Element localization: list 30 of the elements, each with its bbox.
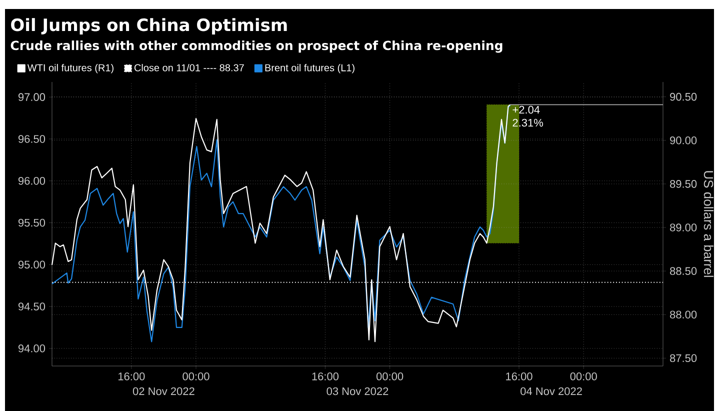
y2-tick-label: 87.50 [670,354,697,362]
legend-label: Close on 11/01 ---- 88.37 [134,64,244,72]
band-label: +2.04 2.31% [512,106,544,127]
text: 04 Nov 2022 [520,387,582,396]
y2-axis-title: US dollars a barrel [704,171,714,277]
y-tick-label: 94.50 [18,302,46,310]
x-tick-label: 00:00 [182,372,210,380]
y2-tick-label: 88.50 [670,267,697,275]
y-tick-label: 97.00 [18,93,46,101]
y-tick-label: 96.00 [18,176,46,185]
y2-tick-label: 90.00 [670,136,697,144]
x-tick-label: 16:00 [506,372,532,380]
y2-tick-label: 89.00 [670,224,697,232]
y-tick-label: 95.50 [18,218,46,227]
chart-subtitle: Crude rallies with other commodities on prospect of China re-opening [10,40,502,53]
chart-title: Oil Jumps on China Optimism [11,18,287,35]
y-tick-label: 96.50 [18,135,46,143]
text: 03 Nov 2022 [326,387,388,396]
x-tick-label: 00:00 [376,372,404,380]
legend-label: WTI oil futures (R1) [27,64,114,74]
y-tick-label: 94.00 [18,344,46,352]
y2-tick-label: 88.00 [670,310,697,318]
y2-tick-label: 89.50 [670,180,697,188]
x-tick-label: 16:00 [118,372,145,380]
y2-tick-label: 90.50 [670,92,697,101]
x-tick-label: 00:00 [570,372,597,380]
x-tick-label: 16:00 [312,372,339,380]
y-tick-label: 95.00 [18,260,46,269]
legend-label: Brent oil futures (L1) [265,64,354,74]
text: 02 Nov 2022 [132,387,194,396]
